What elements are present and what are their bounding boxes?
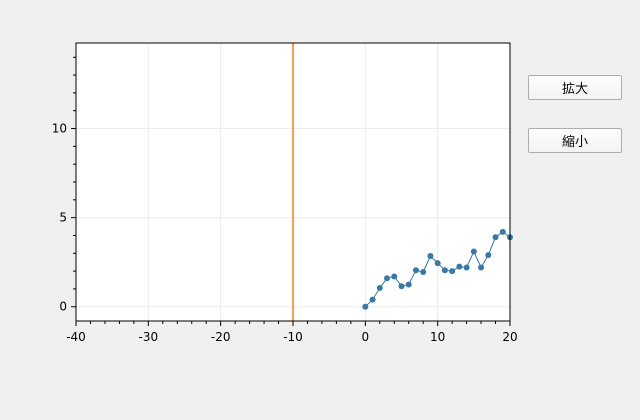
data-point	[362, 303, 369, 310]
x-tick-label: -10	[283, 330, 303, 344]
data-point	[463, 264, 470, 271]
data-point	[449, 268, 456, 275]
data-point	[492, 234, 499, 241]
data-point	[485, 252, 492, 259]
y-tick-label: 0	[59, 300, 67, 314]
data-point	[405, 281, 412, 288]
x-tick-label: -30	[139, 330, 159, 344]
x-tick-label: -20	[211, 330, 231, 344]
data-point	[434, 260, 441, 267]
data-point	[376, 285, 383, 292]
data-point	[499, 228, 506, 235]
data-point	[441, 267, 448, 274]
axes: -40 -30 -20 -10 0 10 20 0 5 10	[52, 56, 518, 344]
data-point	[398, 283, 405, 290]
data-point	[456, 263, 463, 270]
data-point	[369, 296, 376, 303]
data-point	[412, 267, 419, 274]
y-tick-label: 10	[52, 122, 67, 136]
data-point	[470, 248, 477, 255]
zoom-in-button[interactable]: 拡大	[528, 75, 622, 100]
x-tick-label: -40	[66, 330, 86, 344]
data-point	[384, 275, 391, 282]
x-tick-label: 20	[502, 330, 517, 344]
data-point	[420, 268, 427, 275]
y-tick-label: 5	[59, 211, 67, 225]
data-point	[478, 264, 485, 271]
data-point	[391, 273, 398, 280]
zoom-out-button[interactable]: 縮小	[528, 128, 622, 153]
data-point	[427, 252, 434, 259]
x-tick-label: 10	[430, 330, 445, 344]
x-tick-label: 0	[362, 330, 370, 344]
data-series	[362, 228, 513, 310]
